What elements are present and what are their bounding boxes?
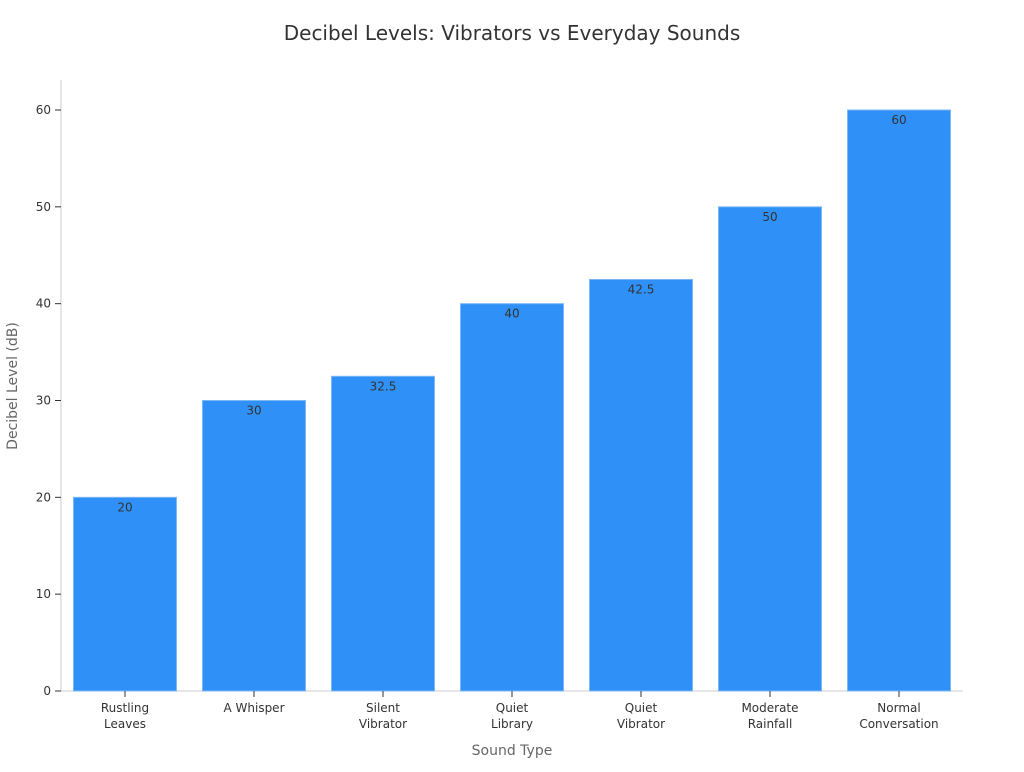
x-tick-label: Rainfall	[748, 717, 793, 731]
x-tick-label: Leaves	[104, 717, 146, 731]
data-label: 42.5	[628, 282, 655, 296]
bar	[202, 400, 306, 692]
data-label: 50	[762, 210, 777, 224]
x-tick-label: A Whisper	[223, 701, 284, 715]
y-tick-label: 0	[43, 684, 51, 698]
x-tick-label: Library	[491, 717, 533, 731]
x-tick-label: Normal	[877, 701, 920, 715]
y-tick-label: 40	[36, 297, 51, 311]
bar	[460, 303, 564, 692]
bar	[718, 206, 822, 692]
y-tick-label: 20	[36, 490, 51, 504]
x-tick-label: Quiet	[625, 701, 658, 715]
data-label: 20	[117, 500, 132, 514]
y-tick-label: 30	[36, 394, 51, 408]
x-tick-label: Moderate	[741, 701, 798, 715]
x-tick-label: Rustling	[101, 701, 149, 715]
bar	[73, 496, 177, 692]
x-tick-label: Vibrator	[617, 717, 665, 731]
y-tick-label: 10	[36, 587, 51, 601]
data-label: 60	[891, 113, 906, 127]
x-tick-label: Quiet	[496, 701, 529, 715]
x-tick-label: Silent	[366, 701, 400, 715]
data-label: 32.5	[370, 379, 397, 393]
data-label: 30	[246, 404, 261, 418]
chart-title: Decibel Levels: Vibrators vs Everyday So…	[284, 21, 741, 45]
bar	[847, 109, 951, 692]
x-tick-label: Vibrator	[359, 717, 407, 731]
x-tick-label: Conversation	[859, 717, 938, 731]
y-tick-label: 60	[36, 103, 51, 117]
bar	[589, 278, 693, 692]
y-axis-label: Decibel Level (dB)	[5, 322, 21, 450]
data-label: 40	[504, 307, 519, 321]
x-axis-label: Sound Type	[472, 743, 553, 759]
bar	[331, 375, 435, 692]
y-tick-label: 50	[36, 200, 51, 214]
